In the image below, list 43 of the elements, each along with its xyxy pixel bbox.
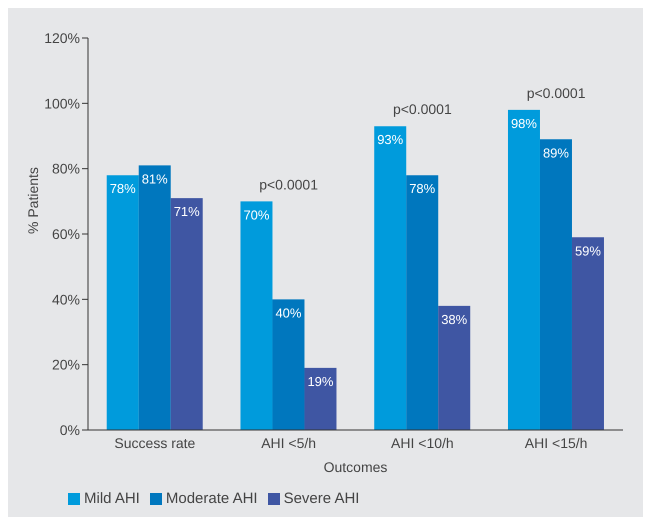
bar — [240, 201, 272, 430]
bar — [138, 165, 171, 430]
data-label: 59% — [574, 243, 602, 258]
data-label: 38% — [441, 312, 468, 327]
data-label: 40% — [275, 305, 302, 320]
bar — [540, 139, 572, 430]
y-tick-label: 120% — [44, 30, 80, 46]
bar — [106, 175, 139, 430]
legend-label: Severe AHI — [284, 490, 360, 507]
x-axis-title: Outcomes — [324, 459, 388, 475]
x-tick-label: AHI <15/h — [524, 434, 588, 451]
data-label: 93% — [377, 132, 404, 148]
data-label: 70% — [243, 207, 270, 222]
legend-label: Moderate AHI — [166, 490, 258, 507]
annotation: p<0.0001 — [259, 176, 318, 192]
y-tick-label: 20% — [52, 356, 80, 373]
bar — [572, 237, 604, 430]
data-label: 71% — [174, 204, 200, 220]
y-tick-label: 80% — [52, 160, 80, 177]
annotation: p<0.0001 — [392, 101, 452, 118]
y-axis-title: % Patients — [24, 167, 41, 234]
x-tick-label: Success rate — [114, 434, 196, 451]
data-label: 19% — [307, 374, 334, 389]
x-tick-label: AHI <5/h — [261, 434, 316, 451]
data-label: 78% — [110, 181, 136, 196]
bar — [170, 198, 203, 430]
y-tick-label: 0% — [60, 422, 80, 438]
y-tick-label: 40% — [52, 291, 80, 308]
bar — [438, 306, 470, 430]
y-tick-label: 100% — [44, 95, 80, 112]
bar — [374, 126, 406, 430]
bar — [406, 175, 438, 430]
bar — [508, 110, 540, 430]
legend-label: Mild AHI — [84, 490, 140, 507]
data-label: 89% — [542, 145, 570, 160]
annotation: p<0.0001 — [526, 84, 586, 101]
x-tick-label: AHI <10/h — [391, 434, 454, 451]
data-label: 81% — [142, 171, 168, 186]
data-label: 98% — [510, 116, 538, 131]
y-tick-label: 60% — [52, 226, 80, 242]
data-label: 78% — [409, 181, 436, 196]
bar — [272, 299, 304, 430]
bar — [304, 368, 336, 430]
